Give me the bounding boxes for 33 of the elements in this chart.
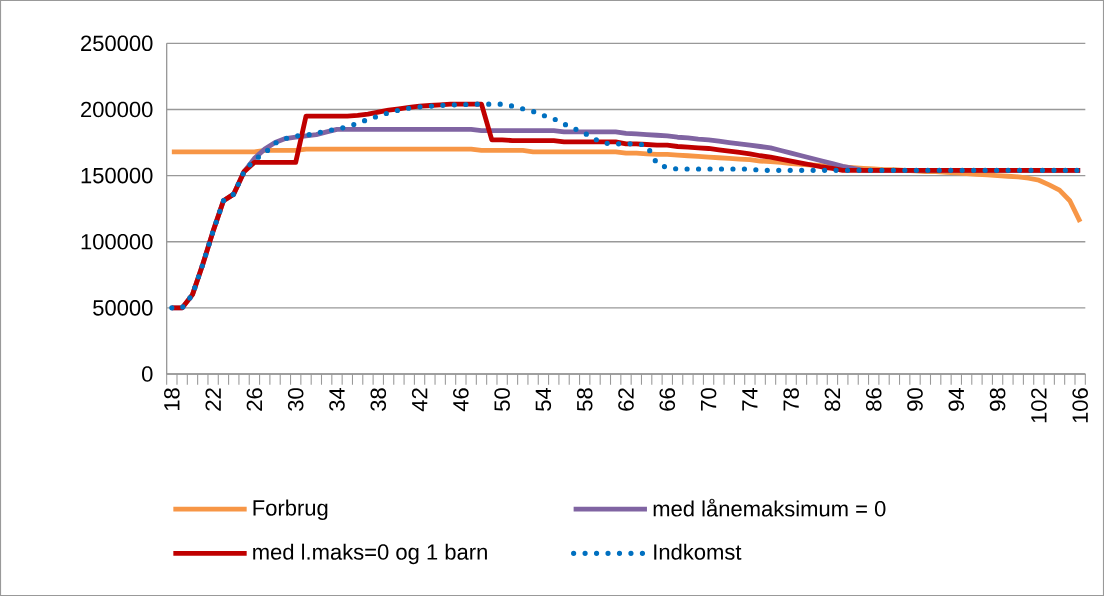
legend-label: med lånemaksimum = 0 — [653, 498, 886, 517]
y-tick-label: 100000 — [81, 233, 153, 250]
y-tick-label: 0 — [142, 366, 153, 382]
x-tick-label: 82 — [824, 388, 841, 411]
x-tick-label: 26 — [246, 388, 263, 411]
x-tick-label: 38 — [370, 388, 387, 411]
y-tick-label: 250000 — [81, 35, 153, 52]
x-tick-label: 50 — [494, 388, 510, 411]
legend-label: med l.maks=0 og 1 barn — [253, 543, 487, 565]
x-tick-label: 102 — [1031, 388, 1047, 423]
x-tick-label: 34 — [329, 387, 345, 411]
y-tick-label: 150000 — [81, 167, 153, 184]
x-tick-label: 22 — [205, 388, 221, 411]
x-tick-label: 58 — [576, 388, 593, 411]
x-tick-label: 46 — [453, 388, 469, 412]
legend-label: Indkomst — [654, 543, 742, 560]
x-tick-label: 18 — [164, 388, 180, 411]
x-tick-label: 66 — [659, 388, 676, 411]
x-tick-label: 94 — [948, 387, 965, 411]
legend-label: Forbrug — [253, 499, 328, 521]
x-tick-label: 90 — [907, 388, 923, 411]
x-tick-label: 70 — [700, 388, 717, 411]
x-tick-label: 54 — [535, 387, 552, 411]
y-tick-label: 50000 — [93, 300, 153, 316]
x-tick-label: 106 — [1072, 388, 1088, 423]
x-tick-label: 78 — [783, 388, 799, 411]
x-tick-label: 86 — [865, 388, 882, 411]
x-tick-label: 62 — [618, 388, 634, 411]
x-tick-label: 74 — [742, 387, 758, 411]
x-tick-label: 30 — [287, 388, 304, 411]
x-tick-label: 98 — [989, 388, 1006, 411]
x-tick-label: 42 — [411, 388, 428, 412]
y-tick-label: 200000 — [81, 101, 153, 118]
